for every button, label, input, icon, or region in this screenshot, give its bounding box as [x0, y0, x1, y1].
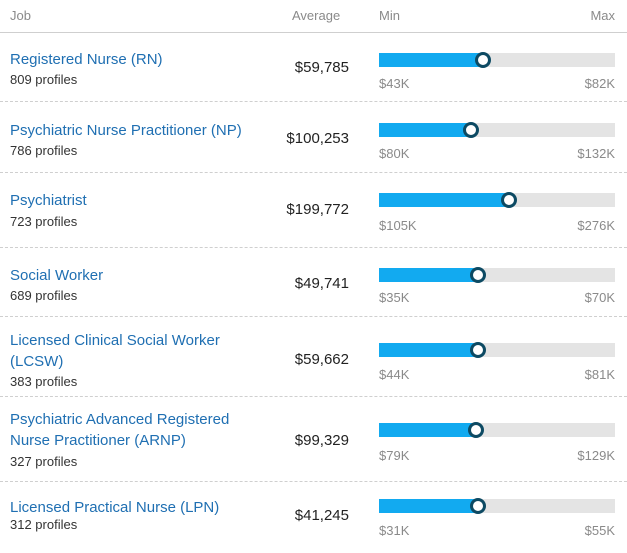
salary-range-fill [379, 268, 479, 282]
header-average: Average [292, 8, 341, 23]
average-salary: $59,785 [294, 59, 349, 76]
salary-range-bar [379, 267, 615, 283]
table-header: Job Average Min Max [0, 0, 627, 33]
average-salary: $100,253 [286, 130, 349, 147]
job-title-link[interactable]: Registered Nurse (RN) [10, 51, 163, 68]
salary-range-bar [379, 498, 615, 514]
max-salary-label: $70K [584, 290, 615, 305]
table-row: Licensed Practical Nurse (LPN) 312 profil… [0, 483, 627, 553]
job-title-link[interactable]: Licensed Practical Nurse (LPN) [10, 499, 220, 516]
max-salary-label: $81K [584, 367, 615, 382]
table-row: Registered Nurse (RN) 809 profiles $59,785… [0, 33, 627, 102]
salary-range-bar [379, 192, 615, 208]
average-marker [467, 422, 484, 438]
profile-count: 809 profiles [10, 72, 78, 87]
min-salary-label: $79K [379, 448, 410, 463]
min-salary-label: $43K [379, 76, 410, 91]
table-row: Psychiatrist 723 profiles $199,772 $105K $27… [0, 174, 627, 248]
max-salary-label: $82K [584, 76, 615, 91]
average-marker [470, 342, 487, 358]
salary-range-fill [379, 343, 479, 357]
max-salary-label: $55K [584, 523, 615, 538]
salary-range-fill [379, 499, 479, 513]
table-row: Social Worker 689 profiles $49,741 $35K $70K [0, 249, 627, 317]
salary-range-fill [379, 123, 472, 137]
average-salary: $59,662 [294, 351, 349, 368]
header-min: Min [379, 8, 400, 23]
max-salary-label: $129K [577, 448, 615, 463]
header-max: Max [590, 8, 615, 23]
salary-range-fill [379, 193, 509, 207]
profile-count: 786 profiles [10, 143, 78, 158]
salary-range-bar [379, 342, 615, 358]
job-title-link[interactable]: Psychiatric Advanced Registered Nurse Pr… [10, 411, 230, 449]
salary-range-fill [379, 423, 476, 437]
min-salary-label: $105K [379, 218, 417, 233]
min-salary-label: $44K [379, 367, 410, 382]
average-salary: $41,245 [294, 507, 349, 524]
table-row: Psychiatric Advanced Registered Nurse Pr… [0, 398, 627, 482]
table-row: Licensed Clinical Social Worker (LCSW) 38… [0, 318, 627, 397]
job-title-link[interactable]: Psychiatric Nurse Practitioner (NP) [10, 122, 242, 139]
salary-range-fill [379, 53, 483, 67]
profile-count: 327 profiles [10, 454, 78, 469]
average-salary: $49,741 [294, 275, 349, 292]
salary-range-bar [379, 52, 615, 68]
table-row: Psychiatric Nurse Practitioner (NP) 786 p… [0, 103, 627, 173]
profile-count: 689 profiles [10, 288, 78, 303]
max-salary-label: $276K [577, 218, 615, 233]
job-title-link[interactable]: Licensed Clinical Social Worker (LCSW) [10, 332, 220, 370]
min-salary-label: $35K [379, 290, 410, 305]
salary-range-bar [379, 122, 615, 138]
average-marker [470, 498, 487, 514]
header-job: Job [10, 8, 31, 23]
profile-count: 312 profiles [10, 517, 78, 532]
average-marker [474, 52, 491, 68]
min-salary-label: $80K [379, 146, 410, 161]
profile-count: 383 profiles [10, 374, 78, 389]
profile-count: 723 profiles [10, 214, 78, 229]
average-marker [470, 267, 487, 283]
average-salary: $99,329 [294, 432, 349, 449]
salary-range-bar [379, 422, 615, 438]
min-salary-label: $31K [379, 523, 410, 538]
max-salary-label: $132K [577, 146, 615, 161]
average-salary: $199,772 [286, 201, 349, 218]
average-marker [500, 192, 517, 208]
job-title-link[interactable]: Psychiatrist [10, 192, 87, 209]
job-title-link[interactable]: Social Worker [10, 267, 104, 284]
average-marker [463, 122, 480, 138]
